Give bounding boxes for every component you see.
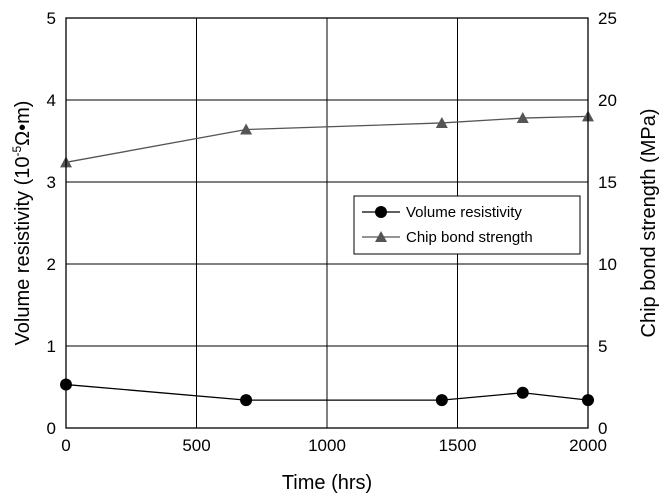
y2-tick-label: 25: [598, 9, 617, 28]
x-tick-label: 1500: [439, 436, 477, 455]
legend-label-volume-resistivity: Volume resistivity: [406, 204, 522, 221]
data-point-volume-resistivity: [435, 394, 448, 407]
plot-area-frame: [65, 17, 589, 429]
data-point-chip-bond-strength: [516, 112, 529, 124]
data-point-volume-resistivity: [516, 386, 529, 399]
data-point-chip-bond-strength: [435, 116, 448, 128]
y-tick-label: 5: [47, 9, 56, 28]
y-tick-label: 1: [47, 337, 56, 356]
data-point-chip-bond-strength: [240, 123, 253, 135]
x-tick-label: 1000: [308, 436, 346, 455]
y-axis-title-unit: Ω•m): [12, 101, 34, 146]
x-axis-title: Time (hrs): [282, 472, 372, 494]
y2-tick-label: 15: [598, 173, 617, 192]
y2-axis-title: Chip bond strength (MPa): [638, 108, 660, 337]
y-tick-label: 0: [47, 419, 56, 438]
y-tick-label: 2: [47, 255, 56, 274]
legend-marker-chip-bond-strength: [375, 231, 387, 242]
y2-tick-label: 5: [598, 337, 607, 356]
x-tick-label: 0: [61, 436, 70, 455]
y-tick-label: 3: [47, 173, 56, 192]
y-axis-title: Volume resistivity (10-5Ω•m): [10, 101, 34, 346]
y-axis-title-main: Volume resistivity (10: [12, 156, 34, 345]
y2-tick-label: 20: [598, 91, 617, 110]
grid: [66, 18, 588, 428]
y-axis-title-exponent: -5: [10, 145, 24, 156]
legend-box: [353, 195, 581, 255]
legend-marker-volume-resistivity: [375, 206, 387, 218]
x-tick-label: 500: [182, 436, 210, 455]
y-tick-label: 4: [47, 91, 56, 110]
legend-label-chip-bond-strength: Chip bond strength: [406, 229, 533, 246]
legend: Volume resistivity Chip bond strength: [353, 195, 581, 255]
y2-tick-label: 10: [598, 255, 617, 274]
data-point-volume-resistivity: [240, 394, 253, 407]
y2-tick-label: 0: [598, 419, 607, 438]
x-tick-label: 2000: [569, 436, 607, 455]
